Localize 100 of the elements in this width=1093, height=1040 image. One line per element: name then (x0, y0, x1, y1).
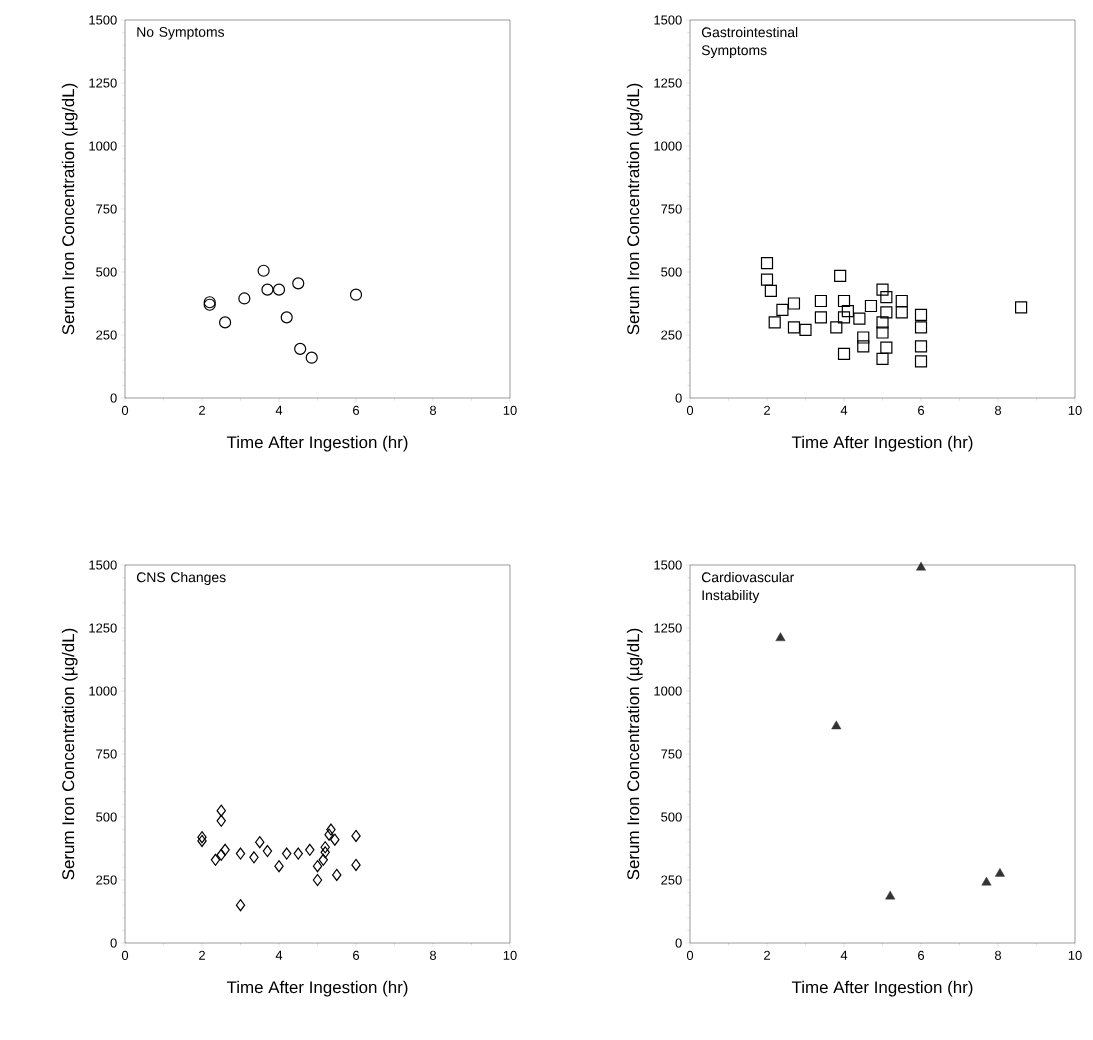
x-tick-label: 0 (686, 950, 694, 960)
x-tick-label: 2 (764, 950, 770, 960)
point (853, 312, 866, 325)
x-tick-label: 10 (503, 405, 517, 415)
y-axis-title: Serum Iron Concentration (µg/dL) (61, 628, 78, 880)
y-tick-label: 500 (96, 812, 117, 822)
x-tick-label: 8 (429, 405, 437, 415)
y-tick-label: 1000 (89, 141, 117, 151)
point (876, 352, 889, 366)
x-tick-label: 8 (994, 950, 1002, 960)
point (318, 853, 328, 866)
point (280, 311, 293, 324)
x-tick-label: 4 (840, 950, 848, 960)
x-axis-title: Time After Ingestion (hr) (791, 980, 973, 997)
x-tick-label: 10 (503, 950, 517, 960)
point (814, 311, 828, 324)
point (914, 321, 928, 334)
point (876, 326, 889, 339)
point (880, 306, 893, 319)
point (210, 853, 221, 866)
point (760, 273, 774, 286)
y-tick-label: 1250 (654, 78, 682, 88)
x-tick-label: 8 (429, 950, 437, 960)
x-tick-label: 10 (1068, 405, 1082, 415)
point (320, 841, 330, 854)
y-tick-label: 1000 (654, 686, 682, 696)
point (764, 284, 777, 298)
point (312, 873, 323, 887)
point (776, 303, 789, 316)
y-axis-title: Serum Iron Concentration (µg/dL) (61, 83, 78, 335)
point (914, 340, 928, 353)
x-tick-label: 4 (275, 405, 283, 415)
point (220, 843, 230, 856)
x-tick-label: 0 (686, 405, 694, 415)
point (249, 851, 259, 864)
point (216, 804, 226, 817)
point (837, 311, 851, 324)
point (219, 316, 232, 329)
point (760, 257, 774, 270)
y-tick-label: 0 (675, 938, 682, 948)
y-tick-label: 250 (96, 330, 117, 340)
point (262, 844, 273, 858)
x-tick-label: 6 (918, 950, 925, 960)
point (876, 316, 889, 329)
point (332, 868, 342, 882)
x-tick-label: 10 (1068, 950, 1082, 960)
point (857, 331, 870, 344)
point (261, 283, 274, 296)
point (916, 561, 926, 571)
y-tick-label: 1500 (89, 15, 117, 25)
point (914, 308, 928, 321)
y-tick-label: 0 (110, 938, 117, 948)
x-tick-label: 6 (918, 405, 925, 415)
y-tick-label: 1500 (654, 560, 682, 570)
point (324, 828, 334, 841)
point (834, 269, 847, 282)
x-tick-label: 6 (353, 405, 360, 415)
point (312, 860, 323, 873)
x-tick-label: 0 (121, 405, 129, 415)
y-tick-label: 1250 (654, 623, 682, 633)
text: Gastrointestinal Symptoms (701, 26, 798, 58)
point (814, 294, 828, 308)
point (857, 340, 870, 353)
point (841, 304, 854, 318)
chart-title: No Symptoms (137, 26, 225, 40)
y-tick-label: 750 (661, 749, 682, 759)
point (880, 291, 893, 304)
point (981, 876, 992, 886)
point (272, 283, 286, 296)
x-axis-title: Time After Ingestion (hr) (791, 435, 973, 452)
y-tick-label: 1500 (89, 560, 117, 570)
point (330, 833, 340, 846)
point (876, 283, 889, 296)
point (768, 316, 781, 329)
y-tick-label: 0 (110, 393, 117, 403)
point (294, 342, 307, 355)
y-tick-label: 750 (661, 204, 682, 214)
point (235, 899, 246, 912)
x-tick-label: 4 (275, 950, 283, 960)
text: Cardiovascular Instability (701, 572, 795, 603)
x-axis-title: Time After Ingestion (hr) (226, 435, 408, 452)
point (197, 834, 207, 848)
y-tick-label: 750 (96, 749, 117, 759)
point (292, 277, 305, 290)
point (216, 814, 226, 827)
point (320, 846, 330, 859)
point (238, 292, 251, 305)
y-tick-label: 500 (96, 267, 117, 277)
point (880, 341, 893, 354)
x-axis-title: Time After Ingestion (hr) (226, 980, 408, 997)
y-tick-label: 1250 (89, 78, 117, 88)
y-tick-label: 750 (96, 204, 117, 214)
point (197, 831, 207, 844)
point (351, 858, 361, 871)
y-tick-label: 250 (96, 875, 117, 885)
point (837, 347, 851, 361)
point (799, 323, 812, 337)
point (775, 632, 786, 642)
point (293, 847, 303, 860)
point (255, 836, 265, 849)
